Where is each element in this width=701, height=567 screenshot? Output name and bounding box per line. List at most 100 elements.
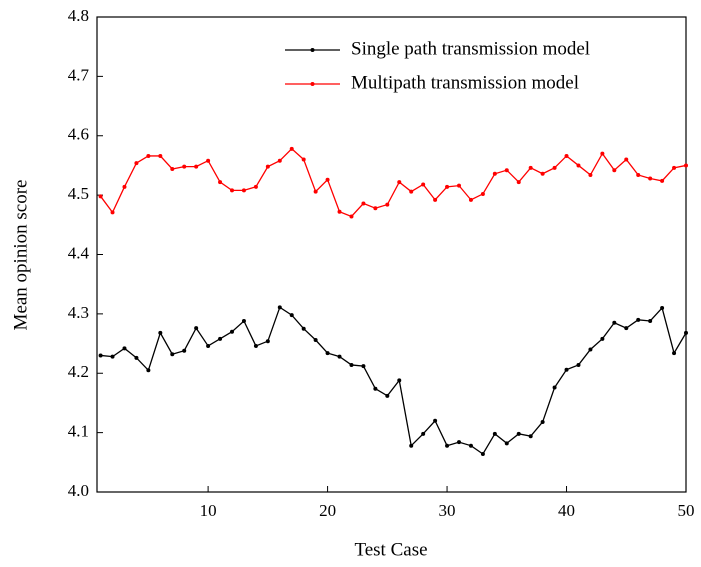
point [134,161,139,166]
point [648,176,653,181]
point [349,362,354,367]
point [253,184,258,189]
point [600,151,605,156]
point [170,352,175,357]
point [468,443,473,448]
point [421,431,426,436]
point [122,184,127,189]
point [612,168,617,173]
point [277,305,282,310]
point [433,197,438,202]
x-tick-label: 10 [200,501,217,520]
x-axis-label: Test Case [354,539,427,560]
x-tick-label: 30 [439,501,456,520]
x-tick-label: 50 [678,501,695,520]
point [409,443,414,448]
y-tick-label: 4.4 [68,243,90,262]
point [636,317,641,322]
point [445,184,450,189]
point [660,178,665,183]
y-tick-label: 4.5 [68,184,89,203]
point [253,343,258,348]
legend-label: Multipath transmission model [351,72,579,93]
y-tick-label: 4.0 [68,481,89,500]
point [349,214,354,219]
point [576,163,581,168]
x-tick-label: 20 [319,501,336,520]
point [98,194,103,199]
legend-label: Single path transmission model [351,38,590,59]
point [313,338,318,342]
point [289,313,294,318]
point [588,172,593,177]
point [301,326,306,331]
y-tick-label: 4.8 [68,6,89,25]
y-tick-label: 4.2 [68,362,89,381]
point [146,153,151,158]
y-axis-label: Mean opinion score [10,180,31,331]
point [457,440,462,445]
point [492,431,497,436]
point [397,378,402,383]
point [516,180,521,185]
point [301,157,306,162]
point [218,336,223,341]
point [504,441,509,446]
point [218,180,223,185]
point [612,320,617,325]
x-tick-label: 40 [558,501,575,520]
point [337,209,342,214]
point [98,353,103,358]
point [397,180,402,185]
point [325,177,330,182]
y-tick-label: 4.3 [68,303,89,322]
point [337,354,342,359]
point [385,393,390,398]
point [230,329,235,334]
point [672,165,677,170]
point [528,165,533,170]
point [504,168,509,173]
point [182,348,187,353]
point [206,158,211,163]
point [313,189,318,194]
point [564,153,569,158]
y-tick-label: 4.1 [68,422,89,441]
point [433,418,438,423]
y-tick-label: 4.7 [68,65,90,84]
point [194,164,199,169]
point [624,157,629,162]
point [182,164,187,169]
series-line [100,147,687,218]
plot-frame [96,16,687,493]
point [445,443,450,448]
point [576,362,581,367]
point [373,206,378,211]
point [265,164,270,169]
point [624,326,629,331]
point [421,182,426,187]
point [552,165,557,170]
point [241,188,246,193]
point [110,354,115,359]
point [265,339,270,344]
point [457,183,462,188]
point [110,210,115,215]
point [600,336,605,341]
point [480,452,485,456]
point [277,158,282,163]
point [564,367,569,372]
point [373,386,378,391]
legend-marker [310,82,315,86]
point [660,305,665,310]
point [146,368,151,373]
point [516,431,521,436]
point [361,201,366,206]
point [588,347,593,352]
point [158,330,163,335]
point [492,171,497,176]
point [409,189,414,194]
y-tick-label: 4.6 [68,125,89,144]
point [122,346,127,351]
